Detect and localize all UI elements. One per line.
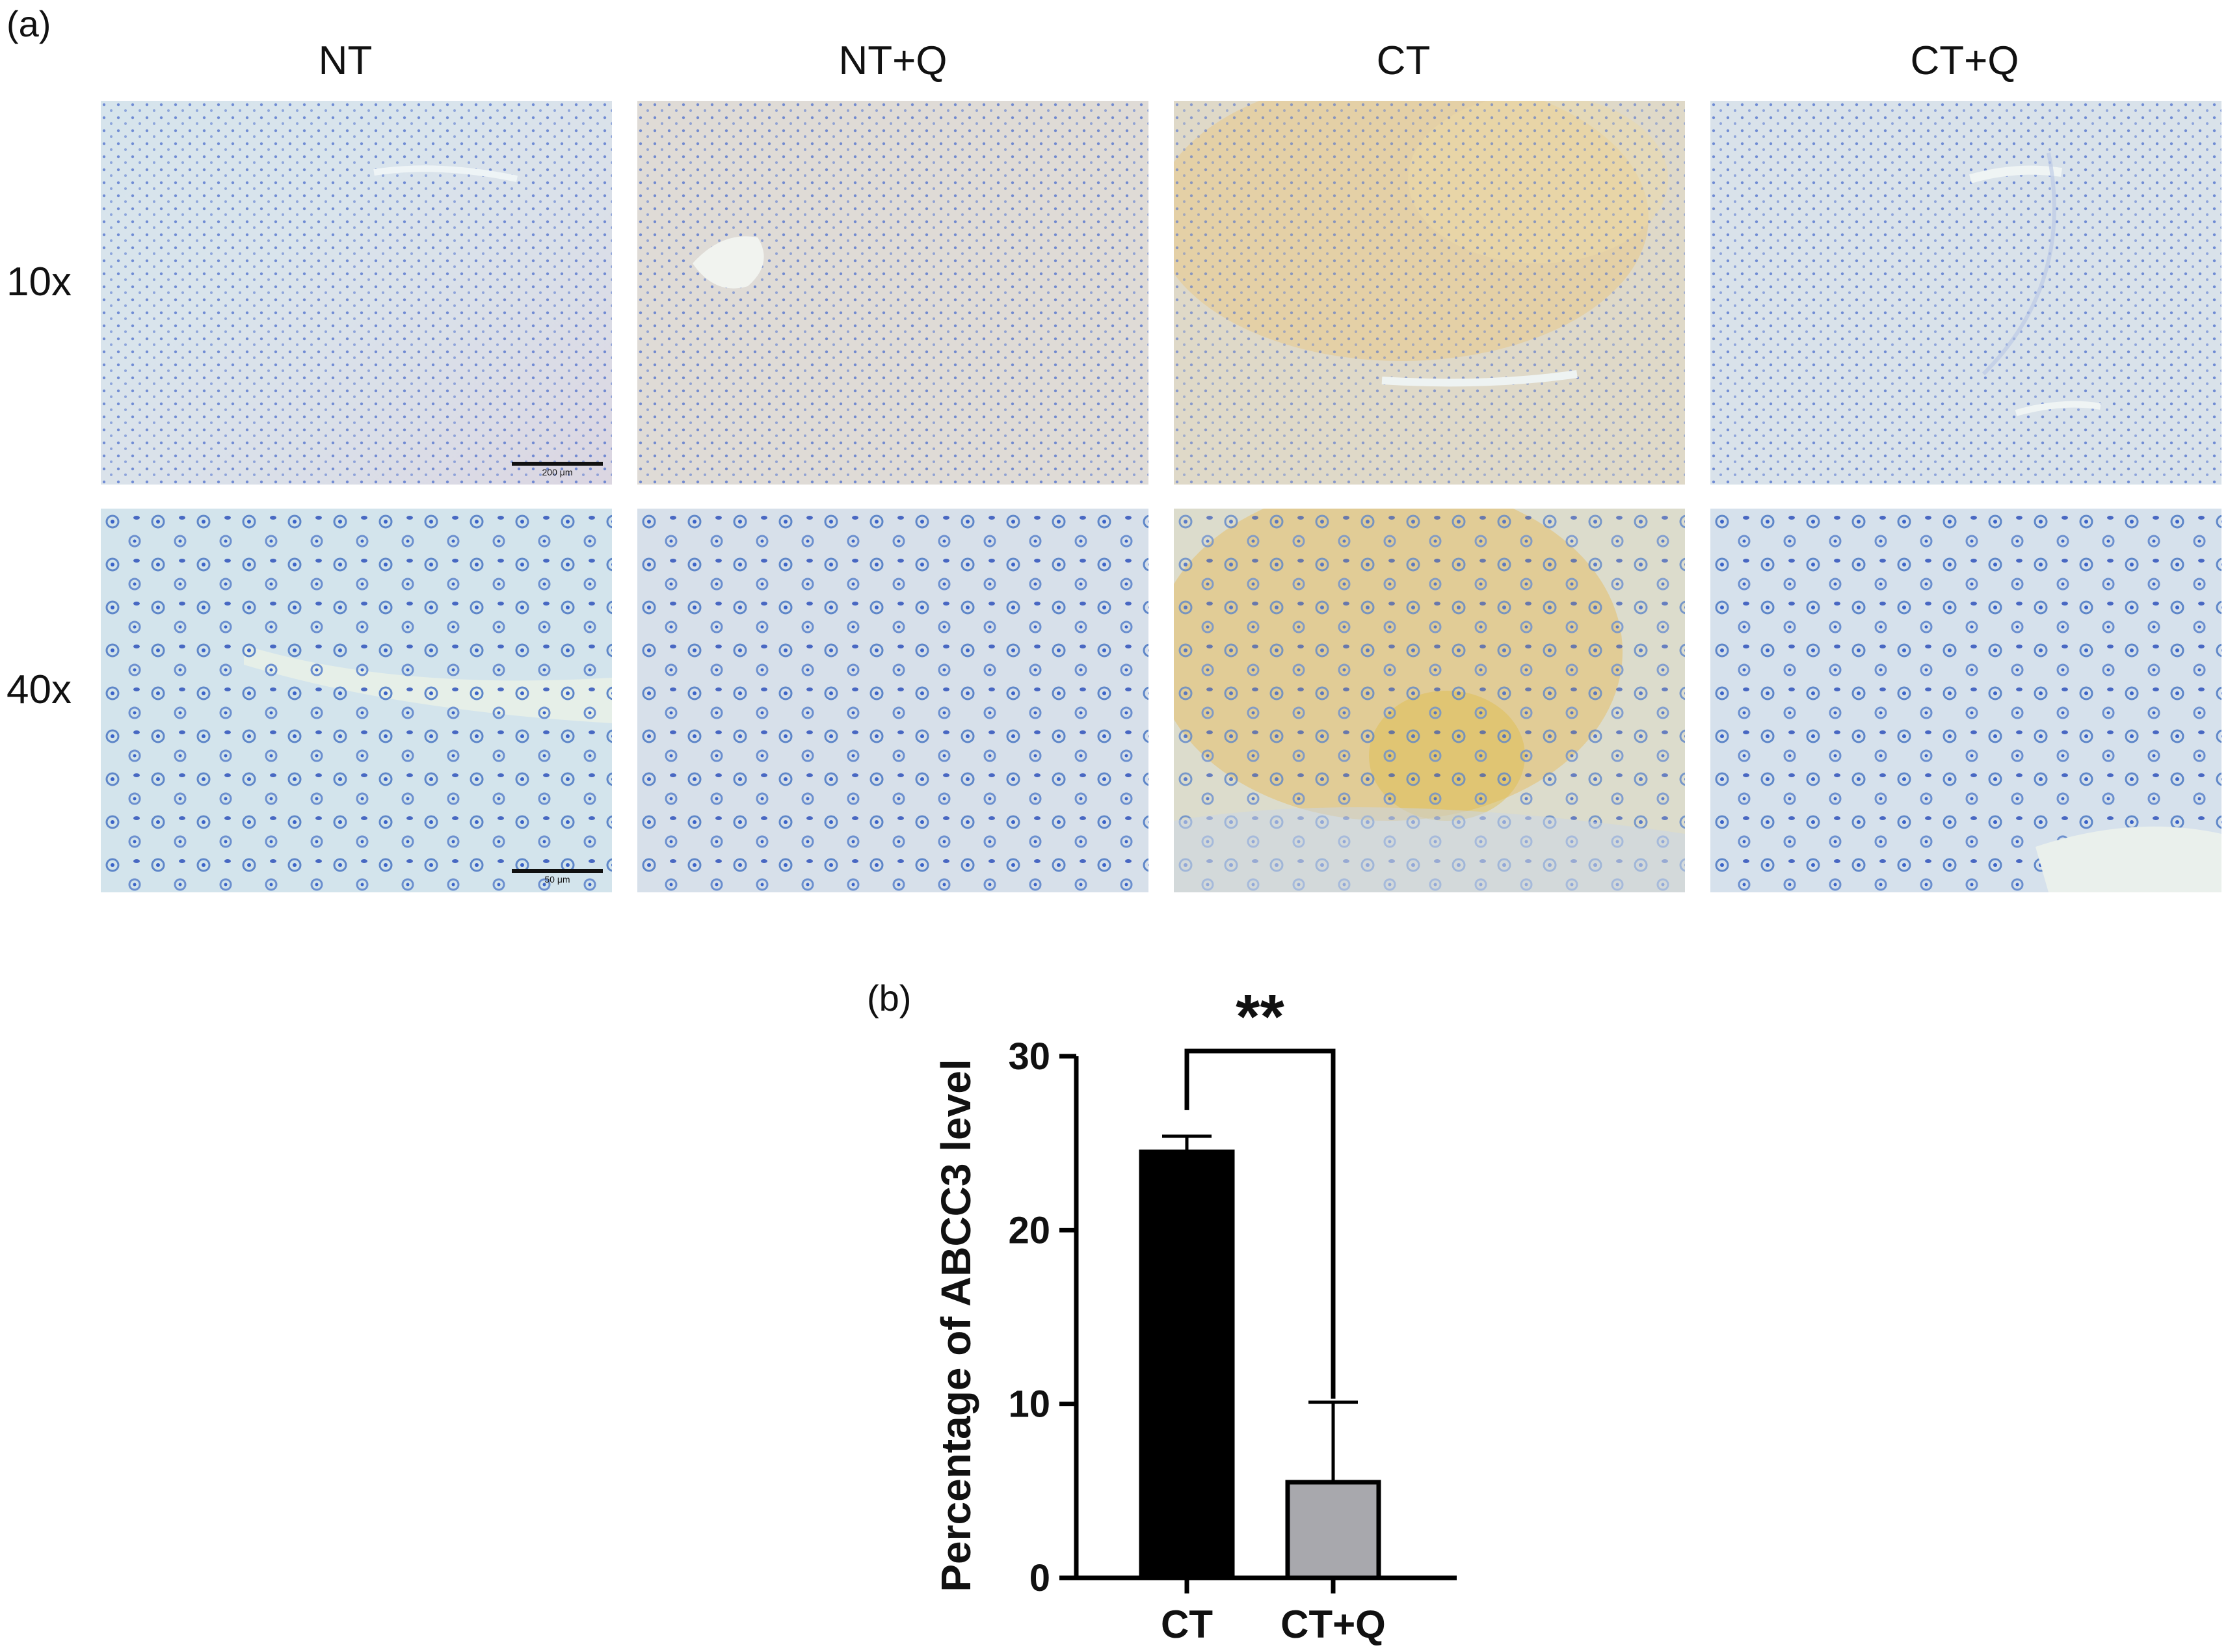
- scale-bar-40x: [512, 869, 603, 873]
- y-tick-label: 10: [1008, 1383, 1050, 1426]
- x-tick-label: CT+Q: [1280, 1603, 1386, 1646]
- row-label-40x: 40x: [7, 667, 72, 712]
- micrograph-nt-q-40x: [637, 509, 1148, 892]
- bar-ct: [1139, 1149, 1235, 1580]
- micrograph-ct-10x: [1174, 101, 1685, 485]
- scale-label-10x: 200 μm: [542, 467, 573, 477]
- column-header-ct: CT: [1376, 38, 1431, 83]
- micrograph-ct-q-10x: [1710, 101, 2221, 485]
- bar-ct-plus-q: [1285, 1480, 1381, 1580]
- y-axis-label: Percentage of ABCC3 level: [933, 1059, 979, 1592]
- micrograph-nt-40x: [101, 509, 612, 892]
- x-tick-label: CT: [1161, 1603, 1213, 1646]
- scale-label-40x: 50 μm: [544, 874, 570, 885]
- y-tick-label: 20: [1008, 1209, 1050, 1251]
- scale-bar-10x: [512, 462, 603, 466]
- y-tick-label: 0: [1029, 1557, 1050, 1599]
- row-label-10x: 10x: [7, 260, 72, 304]
- bar-chart: Percentage of ABCC3 level 0 10 20 30 CT CT+Q *…: [933, 982, 1457, 1646]
- y-tick-label: 30: [1008, 1035, 1050, 1078]
- micrograph-nt-10x: [101, 101, 612, 485]
- significance-label: **: [1236, 982, 1284, 1052]
- panel-b-label: (b): [867, 978, 912, 1019]
- micrograph-ct-q-40x: [1710, 509, 2221, 892]
- significance-bracket: [1184, 1048, 1336, 1399]
- panel-a-label: (a): [7, 3, 51, 44]
- micrograph-nt-q-10x: [637, 101, 1148, 485]
- column-header-nt-q: NT+Q: [838, 38, 948, 83]
- column-header-ct-q: CT+Q: [1910, 38, 2019, 83]
- column-header-nt: NT: [318, 38, 373, 83]
- micrograph-ct-40x: [1174, 509, 1685, 892]
